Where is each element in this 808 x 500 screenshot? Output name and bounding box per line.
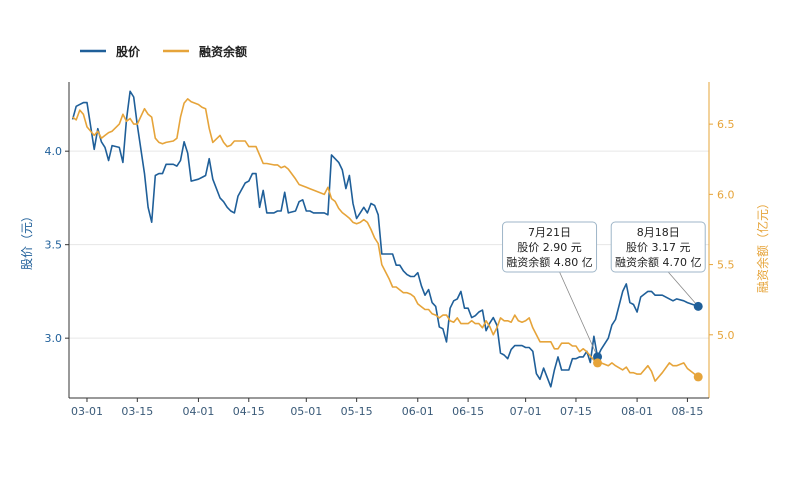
series-line-price [71,90,699,388]
x-tick-label: 03-15 [121,405,153,418]
annotation-text: 融资余额 4.70 亿 [615,255,702,269]
x-tick-label: 06-01 [402,405,434,418]
annotation-text: 7月21日 [528,226,571,239]
y-left-tick-label: 4.0 [45,145,63,158]
x-tick-label: 05-01 [290,405,322,418]
series-layer [71,90,699,388]
legend-label-price: 股价 [116,44,141,59]
y-right-axis-title: 融资余额（亿元） [755,197,770,293]
series-line-margin [72,98,699,382]
x-tick-label: 07-01 [510,405,542,418]
annotation-text: 融资余额 4.80 亿 [506,255,593,269]
annotation-point-margin [593,358,603,368]
annotation-text: 股价 2.90 元 [517,241,582,254]
y-left-axis-title: 股价（元） [20,210,34,270]
y-right-tick-label: 5.5 [717,259,735,272]
annotation-leader [559,271,598,358]
annotation-point-margin [693,372,703,382]
y-right-tick-label: 5.0 [717,329,735,342]
grid-lines [69,150,709,339]
annotation-box [502,221,598,273]
annotation-text: 8月18日 [637,226,680,239]
x-tick-label: 07-15 [560,405,592,418]
x-tick-label: 04-01 [182,405,214,418]
y-left-tick-label: 3.0 [45,332,63,345]
annotation-leader [667,271,699,307]
annotation-point-price [693,301,703,311]
legend-label-margin: 融资余额 [199,44,247,59]
x-tick-label: 05-15 [341,405,373,418]
axes: 3.0 3.5 4.0 5.0 5.5 6.0 6.5 03-01 03-15 04-01 04-1… [45,82,735,418]
x-tick-label: 08-01 [621,405,653,418]
y-left-tick-label: 3.5 [45,239,63,252]
x-tick-label: 04-15 [233,405,265,418]
annotation-text: 股价 3.17 元 [626,241,691,254]
y-right-tick-label: 6.0 [717,188,735,201]
x-tick-label: 03-01 [71,405,103,418]
x-tick-label: 06-15 [452,405,484,418]
x-tick-label: 08-15 [671,405,703,418]
annotation-box [610,221,706,273]
y-right-tick-label: 6.5 [717,118,735,131]
legend: 股价 融资余额 [80,44,247,59]
